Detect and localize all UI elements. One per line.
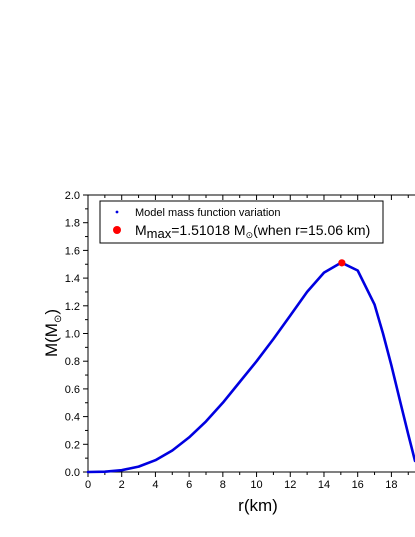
y-tick-label: 0.4 — [65, 412, 80, 424]
y-tick-label: 0.8 — [65, 356, 80, 368]
legend-max-value: =1.51018 M — [171, 222, 245, 238]
y-tick-label: 1.0 — [65, 329, 80, 341]
legend-marker-max — [113, 226, 121, 234]
x-axis-label: r(km) — [238, 496, 278, 515]
series-line-mass — [86, 261, 415, 474]
x-tick-label: 2 — [119, 479, 125, 491]
legend-label-max: Mmax=1.51018 M⊙(when r=15.06 km) — [135, 222, 370, 241]
legend-box — [99, 200, 384, 244]
max-mass-point — [338, 259, 346, 267]
y-axis-label-main: M(M — [42, 323, 61, 357]
y-axis-label-sun: ⊙ — [53, 315, 64, 323]
legend-max-sub: max — [147, 226, 172, 241]
y-axis-label-close: ) — [42, 309, 61, 315]
x-tick-label: 14 — [318, 479, 330, 491]
x-tick-label: 16 — [352, 479, 364, 491]
y-tick-label: 1.6 — [65, 245, 80, 257]
x-tick-label: 8 — [220, 479, 226, 491]
y-tick-label: 2.0 — [65, 190, 80, 202]
y-tick-label: 1.4 — [65, 273, 80, 285]
y-tick-label: 0.0 — [65, 467, 80, 479]
y-tick-label: 1.8 — [65, 218, 80, 230]
legend-marker-line — [115, 210, 119, 214]
legend-max-tail: (when r=15.06 km) — [253, 222, 370, 238]
y-tick-label: 1.2 — [65, 301, 80, 313]
x-tick-label: 10 — [250, 479, 262, 491]
y-axis-label: M(M⊙) — [42, 309, 64, 357]
x-tick-label: 0 — [85, 479, 91, 491]
y-tick-label: 0.2 — [65, 439, 80, 451]
ticks: 0 2 4 6 8 10 12 14 16 18 0.0 0.2 0.4 0.6 0.8 1.0 1.2 1.4 1… — [65, 190, 409, 491]
y-tick-label: 0.6 — [65, 384, 80, 396]
series — [86, 259, 415, 474]
legend-label-series: Model mass function variation — [135, 207, 281, 219]
x-tick-label: 6 — [186, 479, 192, 491]
x-tick-label: 18 — [385, 479, 397, 491]
x-tick-label: 4 — [152, 479, 158, 491]
legend-sun-symbol: ⊙ — [246, 230, 254, 240]
legend-max-m: M — [135, 222, 147, 238]
legend: Model mass function variation Mmax=1.510… — [99, 200, 384, 244]
x-tick-label: 12 — [284, 479, 296, 491]
